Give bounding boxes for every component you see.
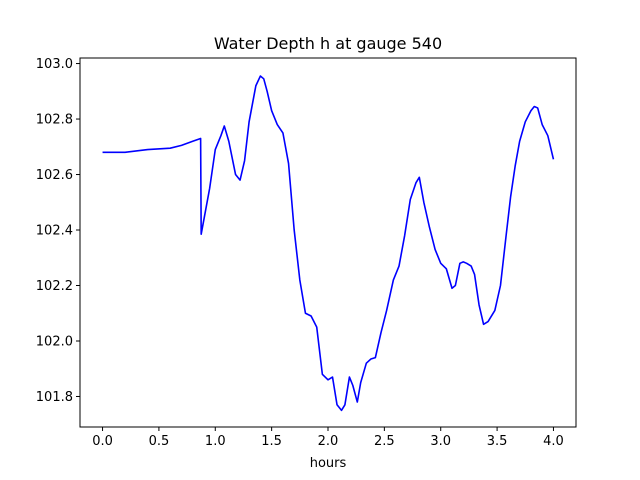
y-tick-label: 103.0 <box>36 57 73 72</box>
series-line-0 <box>102 75 555 412</box>
y-tick-label: 102.4 <box>36 224 73 239</box>
x-tick-label: 2.5 <box>374 434 395 449</box>
y-tick-label: 102.8 <box>36 113 73 128</box>
y-tick-label: 101.8 <box>36 390 73 405</box>
x-tick-label: 4.0 <box>543 434 564 449</box>
x-axis-label: hours <box>310 456 347 471</box>
x-tick-label: 3.0 <box>430 434 451 449</box>
y-tick-label: 102.6 <box>36 168 73 183</box>
x-tick-label: 3.5 <box>487 434 508 449</box>
x-tick-label: 1.0 <box>205 434 226 449</box>
chart-title: Water Depth h at gauge 540 <box>214 34 442 53</box>
x-tick-label: 0.5 <box>149 434 170 449</box>
x-tick-label: 1.5 <box>261 434 282 449</box>
plot-area <box>102 75 555 412</box>
x-tick-label: 2.0 <box>318 434 339 449</box>
x-tick-label: 0.0 <box>92 434 113 449</box>
y-tick-label: 102.0 <box>36 334 73 349</box>
y-tick-label: 102.2 <box>36 279 73 294</box>
y-axis: 101.8 102.0 102.2 102.4 102.6 102.8 103.0 <box>36 57 80 405</box>
x-axis: 0.0 0.5 1.0 1.5 2.0 2.5 3.0 3.5 4.0 <box>92 427 564 449</box>
